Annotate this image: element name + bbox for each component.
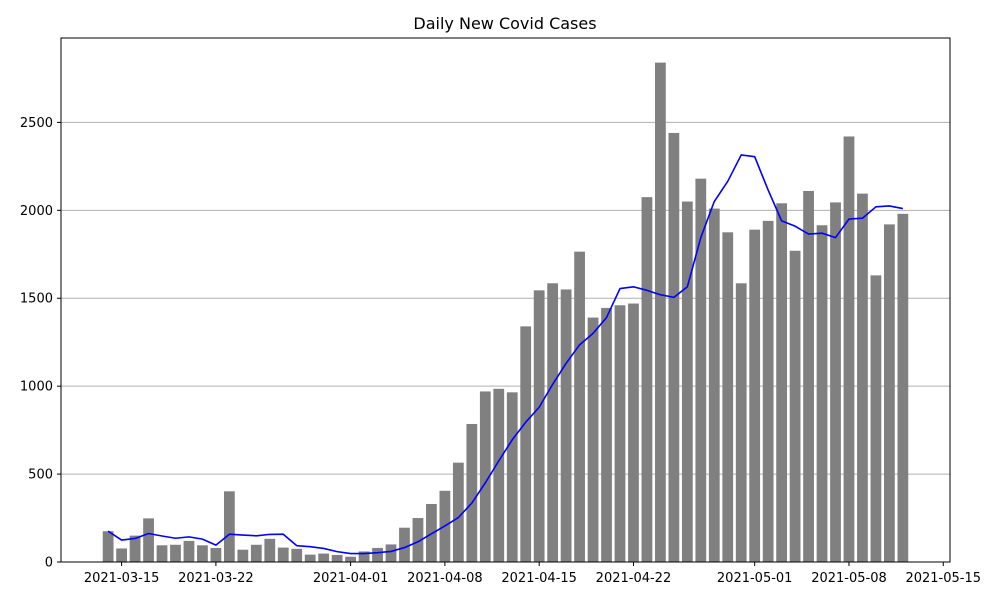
bar — [681, 201, 693, 562]
bar — [533, 290, 545, 562]
y-tick-label: 500 — [28, 468, 53, 483]
bar — [210, 547, 222, 562]
bar — [250, 544, 262, 562]
x-tick-label: 2021-04-22 — [596, 571, 672, 586]
bar — [520, 326, 532, 562]
bar — [116, 548, 128, 562]
bar — [156, 545, 168, 562]
bar — [493, 388, 505, 562]
bar — [857, 193, 868, 563]
gridlines — [61, 121, 950, 475]
bar — [735, 283, 747, 562]
x-tick-label: 2021-05-01 — [717, 571, 793, 586]
bar — [614, 305, 626, 562]
x-tick-label: 2021-05-08 — [811, 571, 887, 586]
bar — [291, 548, 303, 562]
x-tick-label: 2021-03-22 — [178, 571, 254, 586]
y-tick-label: 2000 — [20, 204, 53, 219]
bar — [897, 213, 909, 562]
bar — [762, 220, 774, 562]
bar — [197, 545, 208, 562]
bar — [722, 232, 734, 563]
x-tick-label: 2021-04-08 — [407, 571, 483, 586]
bar — [776, 203, 788, 563]
bar — [628, 303, 639, 562]
bar — [237, 549, 249, 562]
bar — [574, 251, 585, 563]
x-tick-label: 2021-03-15 — [84, 571, 160, 586]
bar — [668, 132, 680, 563]
bar — [695, 178, 707, 562]
bar — [170, 544, 181, 562]
x-axis: 2021-03-15 2021-03-22 2021-04-01 2021-04-08… — [84, 562, 981, 586]
average-line — [107, 154, 904, 555]
bar — [452, 462, 464, 562]
bar — [587, 317, 599, 562]
bar — [102, 531, 114, 562]
bar — [816, 225, 828, 562]
bar — [264, 538, 276, 562]
y-axis: 0 500 1000 1500 2000 2500 — [20, 116, 61, 571]
bar — [601, 307, 612, 562]
bar — [641, 197, 653, 563]
bar — [277, 547, 289, 562]
x-tick-label: 2021-04-15 — [501, 571, 577, 586]
bar — [399, 527, 410, 562]
bar — [372, 547, 383, 562]
bar — [749, 229, 761, 562]
bar — [412, 518, 424, 562]
x-tick-label: 2021-05-15 — [905, 571, 981, 586]
y-tick-label: 2500 — [20, 116, 53, 131]
bar — [803, 190, 814, 562]
bar — [506, 392, 518, 562]
y-tick-label: 1500 — [20, 292, 53, 307]
y-tick-label: 1000 — [20, 380, 53, 395]
bar — [479, 391, 491, 562]
bar — [560, 289, 572, 562]
bar — [385, 544, 397, 562]
bar — [183, 540, 195, 562]
bar — [223, 491, 235, 562]
bar — [358, 551, 370, 562]
bar — [883, 224, 895, 562]
bar — [870, 275, 882, 562]
bar — [843, 136, 855, 563]
bar — [655, 62, 666, 562]
bar — [830, 202, 841, 562]
bar — [708, 208, 720, 562]
bar — [331, 554, 343, 562]
bar — [466, 423, 478, 562]
bars — [102, 62, 909, 563]
bar — [547, 283, 559, 562]
bar — [318, 553, 330, 562]
chart-title: Daily New Covid Cases — [413, 14, 596, 33]
plot-area-frame — [60, 37, 951, 563]
bar — [143, 518, 154, 562]
x-tick-label: 2021-04-01 — [313, 571, 389, 586]
bar — [129, 535, 141, 562]
bar — [789, 250, 801, 562]
y-tick-label: 0 — [45, 556, 53, 571]
bar — [345, 556, 356, 562]
average-line-layer — [107, 154, 904, 555]
bar — [304, 554, 316, 562]
